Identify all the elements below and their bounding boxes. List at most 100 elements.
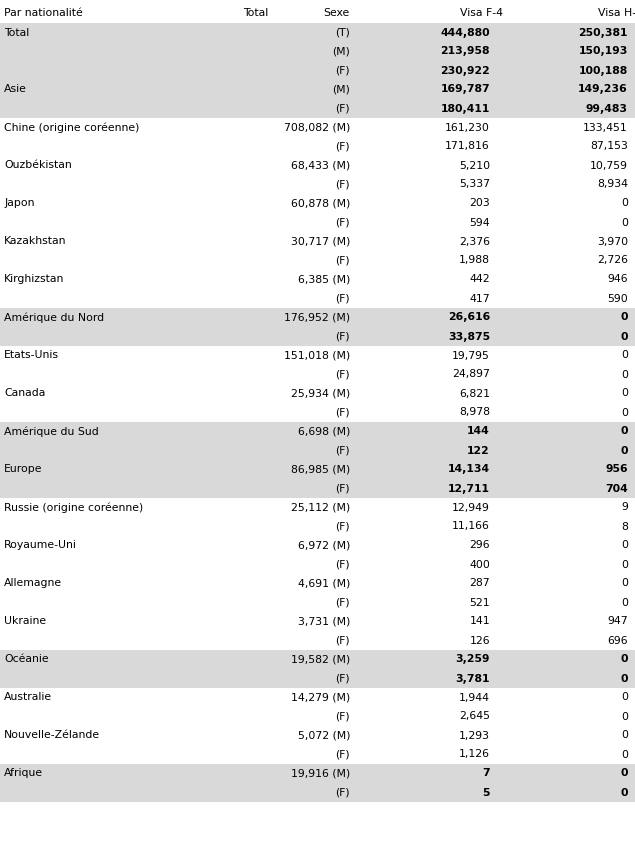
Text: 1,944: 1,944: [459, 693, 490, 702]
Text: (T): (T): [335, 27, 350, 37]
Text: 122: 122: [467, 446, 490, 455]
Text: 203: 203: [469, 198, 490, 208]
Text: 180,411: 180,411: [441, 104, 490, 113]
Bar: [0, 517, 635, 536]
Bar: [0, 156, 635, 175]
Text: (M): (M): [332, 84, 350, 94]
Text: 708,082 (M): 708,082 (M): [284, 123, 350, 133]
Text: Visa H-2: Visa H-2: [598, 9, 635, 19]
Text: 0: 0: [620, 768, 628, 779]
Text: 0: 0: [620, 787, 628, 797]
Text: Russie (origine coréenne): Russie (origine coréenne): [4, 502, 144, 513]
Bar: [0, 669, 635, 688]
Bar: [0, 80, 635, 99]
Text: Sexe: Sexe: [324, 9, 350, 19]
Text: 144: 144: [467, 426, 490, 437]
Bar: [0, 536, 635, 555]
Text: Etats-Unis: Etats-Unis: [4, 351, 59, 361]
Text: 590: 590: [607, 294, 628, 304]
Text: 0: 0: [621, 351, 628, 361]
Bar: [0, 99, 635, 118]
Text: 26,616: 26,616: [448, 312, 490, 323]
Text: 24,897: 24,897: [452, 369, 490, 380]
Text: Kazakhstan: Kazakhstan: [4, 237, 67, 247]
Text: Visa F-4: Visa F-4: [460, 9, 503, 19]
Text: 6,698 (M): 6,698 (M): [298, 426, 350, 437]
Text: (F): (F): [335, 597, 350, 608]
Text: 8,934: 8,934: [597, 180, 628, 190]
Text: (F): (F): [335, 218, 350, 227]
Text: 33,875: 33,875: [448, 332, 490, 341]
Text: 213,958: 213,958: [441, 47, 490, 56]
Text: Asie: Asie: [4, 84, 27, 94]
Text: Amérique du Nord: Amérique du Nord: [4, 312, 104, 323]
Text: 0: 0: [620, 673, 628, 683]
Text: 0: 0: [621, 750, 628, 759]
Text: (F): (F): [335, 66, 350, 76]
Text: 250,381: 250,381: [578, 27, 628, 37]
Text: 86,985 (M): 86,985 (M): [291, 465, 350, 475]
Text: 3,731 (M): 3,731 (M): [298, 616, 350, 626]
Bar: [0, 403, 635, 422]
Text: (M): (M): [332, 47, 350, 56]
Text: 4,691 (M): 4,691 (M): [298, 579, 350, 589]
Text: 19,916 (M): 19,916 (M): [291, 768, 350, 779]
Text: 176,952 (M): 176,952 (M): [284, 312, 350, 323]
Text: Europe: Europe: [4, 465, 43, 475]
Text: 230,922: 230,922: [440, 66, 490, 76]
Bar: [0, 479, 635, 498]
Text: 2,726: 2,726: [597, 255, 628, 266]
Text: 5,337: 5,337: [459, 180, 490, 190]
Text: 9: 9: [621, 502, 628, 512]
Text: Japon: Japon: [4, 198, 34, 208]
Bar: [0, 574, 635, 593]
Text: (F): (F): [335, 636, 350, 646]
Text: 3,970: 3,970: [597, 237, 628, 247]
Text: Océanie: Océanie: [4, 654, 49, 665]
Bar: [0, 688, 635, 707]
Text: 0: 0: [621, 369, 628, 380]
Text: 8,978: 8,978: [459, 408, 490, 418]
Text: Chine (origine coréenne): Chine (origine coréenne): [4, 123, 139, 133]
Text: 2,376: 2,376: [459, 237, 490, 247]
Bar: [0, 707, 635, 726]
Bar: [0, 61, 635, 80]
Bar: [0, 118, 635, 137]
Text: Total: Total: [243, 9, 268, 19]
Text: 169,787: 169,787: [441, 84, 490, 94]
Text: (F): (F): [335, 483, 350, 494]
Text: 8: 8: [621, 522, 628, 532]
Text: (F): (F): [335, 180, 350, 190]
Bar: [0, 232, 635, 251]
Text: 25,934 (M): 25,934 (M): [291, 389, 350, 398]
Text: (F): (F): [335, 141, 350, 151]
Bar: [0, 42, 635, 61]
Bar: [0, 764, 635, 783]
Bar: [0, 612, 635, 631]
Text: 5,210: 5,210: [459, 161, 490, 170]
Text: (F): (F): [335, 711, 350, 722]
Bar: [0, 422, 635, 441]
Text: 10,759: 10,759: [590, 161, 628, 170]
Text: 171,816: 171,816: [445, 141, 490, 151]
Bar: [0, 593, 635, 612]
Text: 594: 594: [469, 218, 490, 227]
Text: (F): (F): [335, 332, 350, 341]
Text: 0: 0: [621, 730, 628, 740]
Text: 417: 417: [469, 294, 490, 304]
Text: 0: 0: [621, 218, 628, 227]
Text: 1,293: 1,293: [459, 730, 490, 740]
Text: 5: 5: [483, 787, 490, 797]
Text: 1,988: 1,988: [459, 255, 490, 266]
Text: 0: 0: [621, 559, 628, 569]
Text: 0: 0: [621, 711, 628, 722]
Bar: [0, 213, 635, 232]
Bar: [0, 384, 635, 403]
Bar: [0, 346, 635, 365]
Bar: [0, 555, 635, 574]
Text: (F): (F): [335, 446, 350, 455]
Text: 947: 947: [607, 616, 628, 626]
Text: 126: 126: [469, 636, 490, 646]
Text: (F): (F): [335, 294, 350, 304]
Text: 68,433 (M): 68,433 (M): [291, 161, 350, 170]
